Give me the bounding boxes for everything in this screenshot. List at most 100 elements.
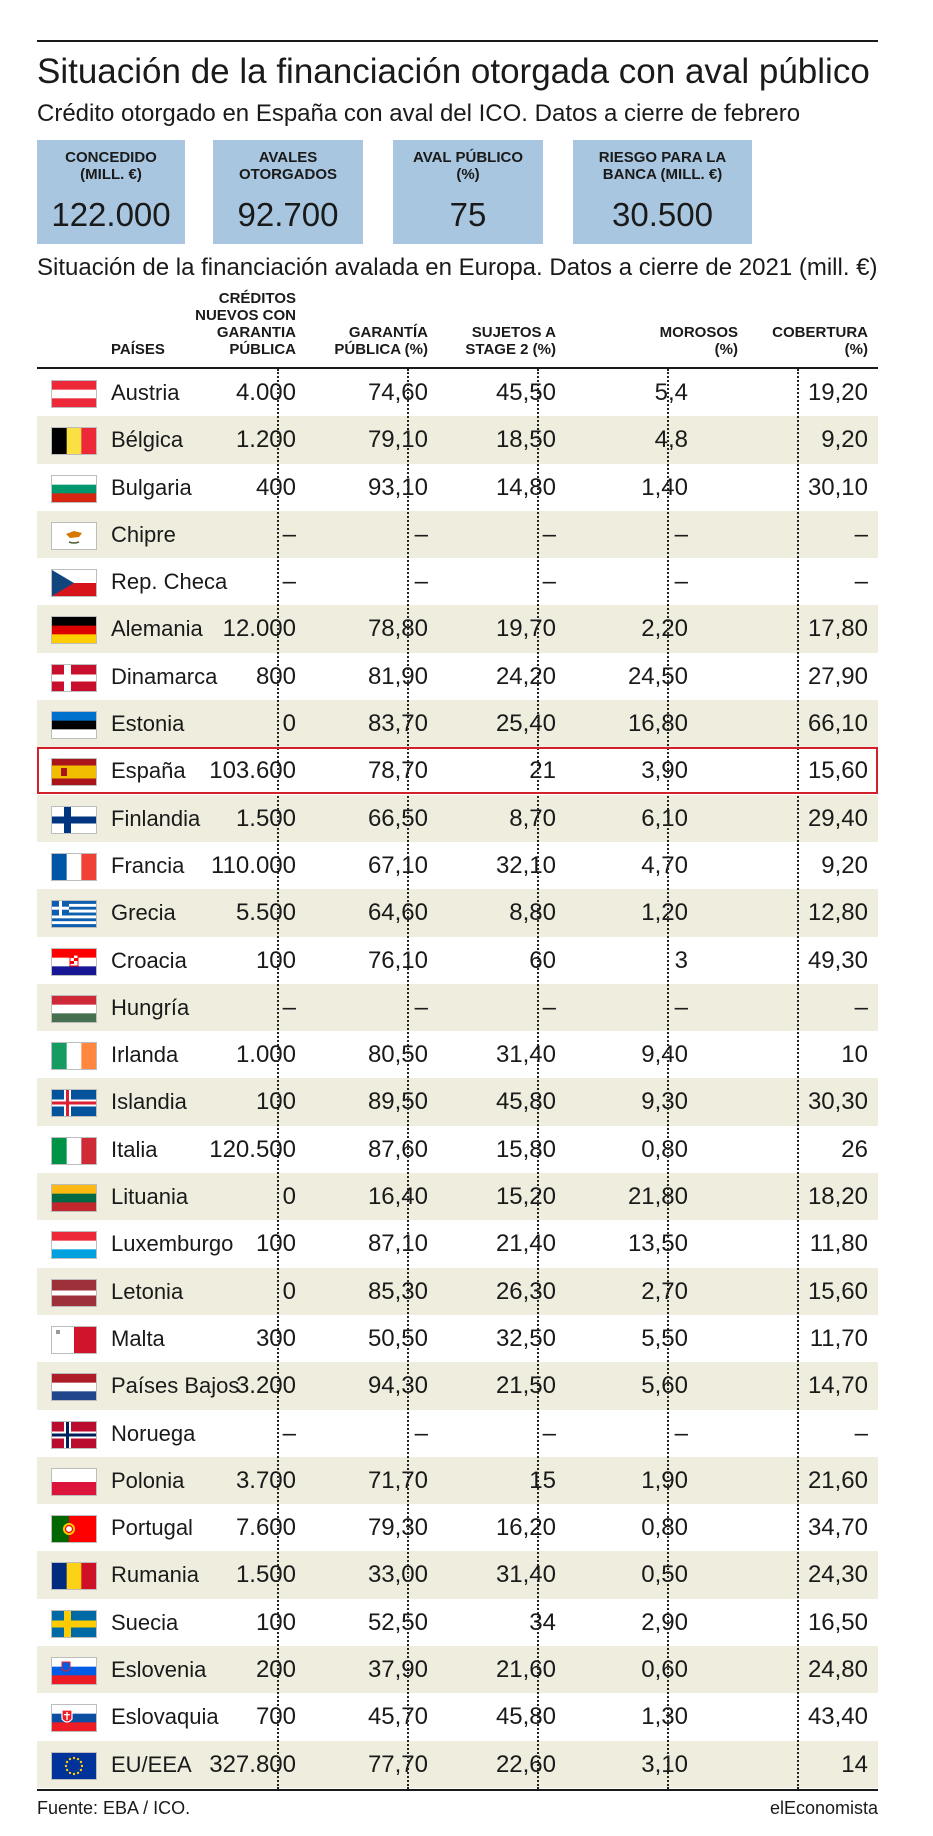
cell-creditos: 0 — [282, 1183, 296, 1211]
cell-cobertura: 15,60 — [807, 1277, 868, 1305]
cell-morosos: 2,70 — [641, 1277, 688, 1305]
cell-creditos: 327.800 — [209, 1750, 296, 1778]
country-name: Hungría — [111, 994, 190, 1020]
page-title: Situación de la financiación otorgada co… — [37, 52, 870, 91]
country-name: Lituania — [111, 1184, 189, 1210]
table-row: Luxemburgo 100 87,10 21,40 13,50 11,80 — [37, 1220, 878, 1267]
cell-stage2: 45,50 — [495, 379, 556, 406]
czech-flag-icon — [52, 570, 96, 597]
country-name: Croacia — [111, 947, 187, 973]
country-name: Finlandia — [111, 805, 201, 831]
cell-stage2: 15,20 — [495, 1183, 556, 1211]
table-row: Letonia 0 85,30 26,30 2,70 15,60 — [37, 1267, 878, 1315]
country-name: Irlanda — [111, 1042, 179, 1068]
table-row: Lituania 0 16,40 15,20 21,80 18,20 — [37, 1173, 878, 1221]
cell-morosos: 1,30 — [641, 1703, 688, 1731]
top-rule — [37, 40, 878, 42]
summary-value: 122.000 — [51, 196, 171, 233]
cell-cobertura: 18,20 — [807, 1183, 868, 1211]
cell-cobertura: 9,20 — [821, 426, 868, 454]
cell-garantia: 79,10 — [367, 426, 428, 454]
cell-garantia: 45,70 — [367, 1703, 428, 1731]
table-row: Rumania 1.500 33,00 31,40 0,50 24,30 — [37, 1551, 878, 1599]
cell-garantia: – — [414, 568, 428, 596]
cell-garantia: 78,70 — [367, 757, 428, 785]
bulgaria-flag-icon — [52, 475, 96, 502]
cell-stage2: 22,60 — [495, 1750, 556, 1778]
country-name: Austria — [111, 380, 180, 405]
denmark-flag-icon — [52, 664, 96, 691]
summary-boxes: CONCEDIDO (MILL. €) 122.000 AVALES OTORG… — [37, 140, 878, 244]
source-note: Fuente: EBA / ICO. — [37, 1798, 191, 1818]
cell-stage2: 31,40 — [495, 1041, 556, 1069]
country-name: Estonia — [111, 711, 185, 737]
cell-garantia: 78,80 — [367, 615, 428, 643]
cell-creditos: 4.000 — [235, 379, 296, 406]
norway-flag-icon — [52, 1421, 96, 1448]
cell-stage2: 32,10 — [495, 851, 556, 879]
cell-stage2: – — [542, 568, 556, 596]
cell-morosos: 24,50 — [627, 662, 688, 690]
cell-garantia: – — [414, 993, 428, 1021]
greece-flag-icon — [52, 901, 96, 928]
cell-garantia: 93,10 — [367, 473, 428, 501]
country-name: Eslovaquia — [111, 1704, 219, 1730]
cell-garantia: 94,30 — [367, 1372, 428, 1400]
cell-cobertura: 16,50 — [807, 1608, 868, 1636]
summary-label: AVALES OTORGADOS — [238, 149, 338, 183]
table-header: PAÍSES CRÉDITOS NUEVOS CON GARANTIA PÚBL… — [37, 288, 878, 364]
france-flag-icon — [52, 853, 96, 880]
header-rule — [37, 367, 878, 369]
cell-cobertura: 34,70 — [807, 1514, 868, 1542]
column-header-morosos: MOROSOS (%) — [659, 324, 738, 358]
latvia-flag-icon — [52, 1279, 96, 1306]
highlight-box-spain — [37, 747, 878, 795]
summary-box-aval-publico: AVAL PÚBLICO (%) 75 — [393, 140, 543, 244]
cell-creditos: 3.700 — [235, 1466, 296, 1494]
summary-label: RIESGO PARA LA BANCA (MILL. €) — [598, 149, 727, 183]
table-row: Croacia 100 76,10 60 3 49,30 — [37, 937, 878, 984]
cell-stage2: 21,50 — [495, 1372, 556, 1400]
cell-garantia: 33,00 — [367, 1561, 428, 1589]
brand-logo: elEconomista — [769, 1798, 878, 1818]
table-row: Austria 4.000 74,60 45,50 5,4 19,20 — [37, 369, 878, 416]
cell-cobertura: 10 — [841, 1041, 868, 1069]
table-row: Bélgica 1.200 79,10 18,50 4,8 9,20 — [37, 416, 878, 464]
country-name: Luxemburgo — [111, 1231, 234, 1257]
iceland-flag-icon — [52, 1090, 96, 1117]
column-divider — [537, 369, 539, 1789]
column-divider — [407, 369, 409, 1789]
cell-stage2: 19,70 — [495, 615, 556, 643]
country-name: Islandia — [111, 1089, 187, 1115]
cell-cobertura: 11,80 — [809, 1230, 868, 1258]
cell-garantia: 71,70 — [367, 1466, 428, 1494]
finland-flag-icon — [52, 806, 96, 833]
portugal-flag-icon — [52, 1516, 96, 1543]
cell-stage2: 21 — [529, 757, 556, 785]
austria-flag-icon — [52, 381, 96, 407]
cell-creditos: 800 — [255, 662, 296, 690]
cell-stage2: 26,30 — [495, 1277, 556, 1305]
table-row: Alemania 12.000 78,80 19,70 2,20 17,80 — [37, 605, 878, 653]
table-row: Italia 120.500 87,60 15,80 0,80 26 — [37, 1126, 878, 1173]
table-row: Chipre – – – – – — [37, 510, 878, 559]
cell-stage2: 21,40 — [495, 1230, 556, 1258]
column-header-paises: PAÍSES — [111, 341, 165, 358]
cell-garantia: 79,30 — [367, 1514, 428, 1542]
cell-creditos: 5.500 — [235, 899, 296, 927]
summary-box-riesgo: RIESGO PARA LA BANCA (MILL. €) 30.500 — [573, 140, 752, 244]
cell-creditos: 0 — [282, 710, 296, 738]
estonia-flag-icon — [52, 712, 96, 739]
table-row: Suecia 100 52,50 34 2,90 16,50 — [37, 1599, 878, 1646]
cell-stage2: 25,40 — [495, 710, 556, 738]
cell-stage2: 34 — [529, 1608, 556, 1636]
hungary-flag-icon — [52, 995, 96, 1022]
cell-cobertura: 24,30 — [807, 1561, 868, 1589]
cell-stage2: 18,50 — [495, 426, 556, 454]
country-name: EU/EEA — [111, 1751, 192, 1777]
cell-creditos: 100 — [255, 1608, 296, 1636]
cell-morosos: 1,90 — [641, 1466, 688, 1494]
cell-stage2: 14,80 — [495, 473, 556, 501]
italy-flag-icon — [52, 1137, 96, 1164]
cell-morosos: 0,60 — [641, 1656, 688, 1684]
